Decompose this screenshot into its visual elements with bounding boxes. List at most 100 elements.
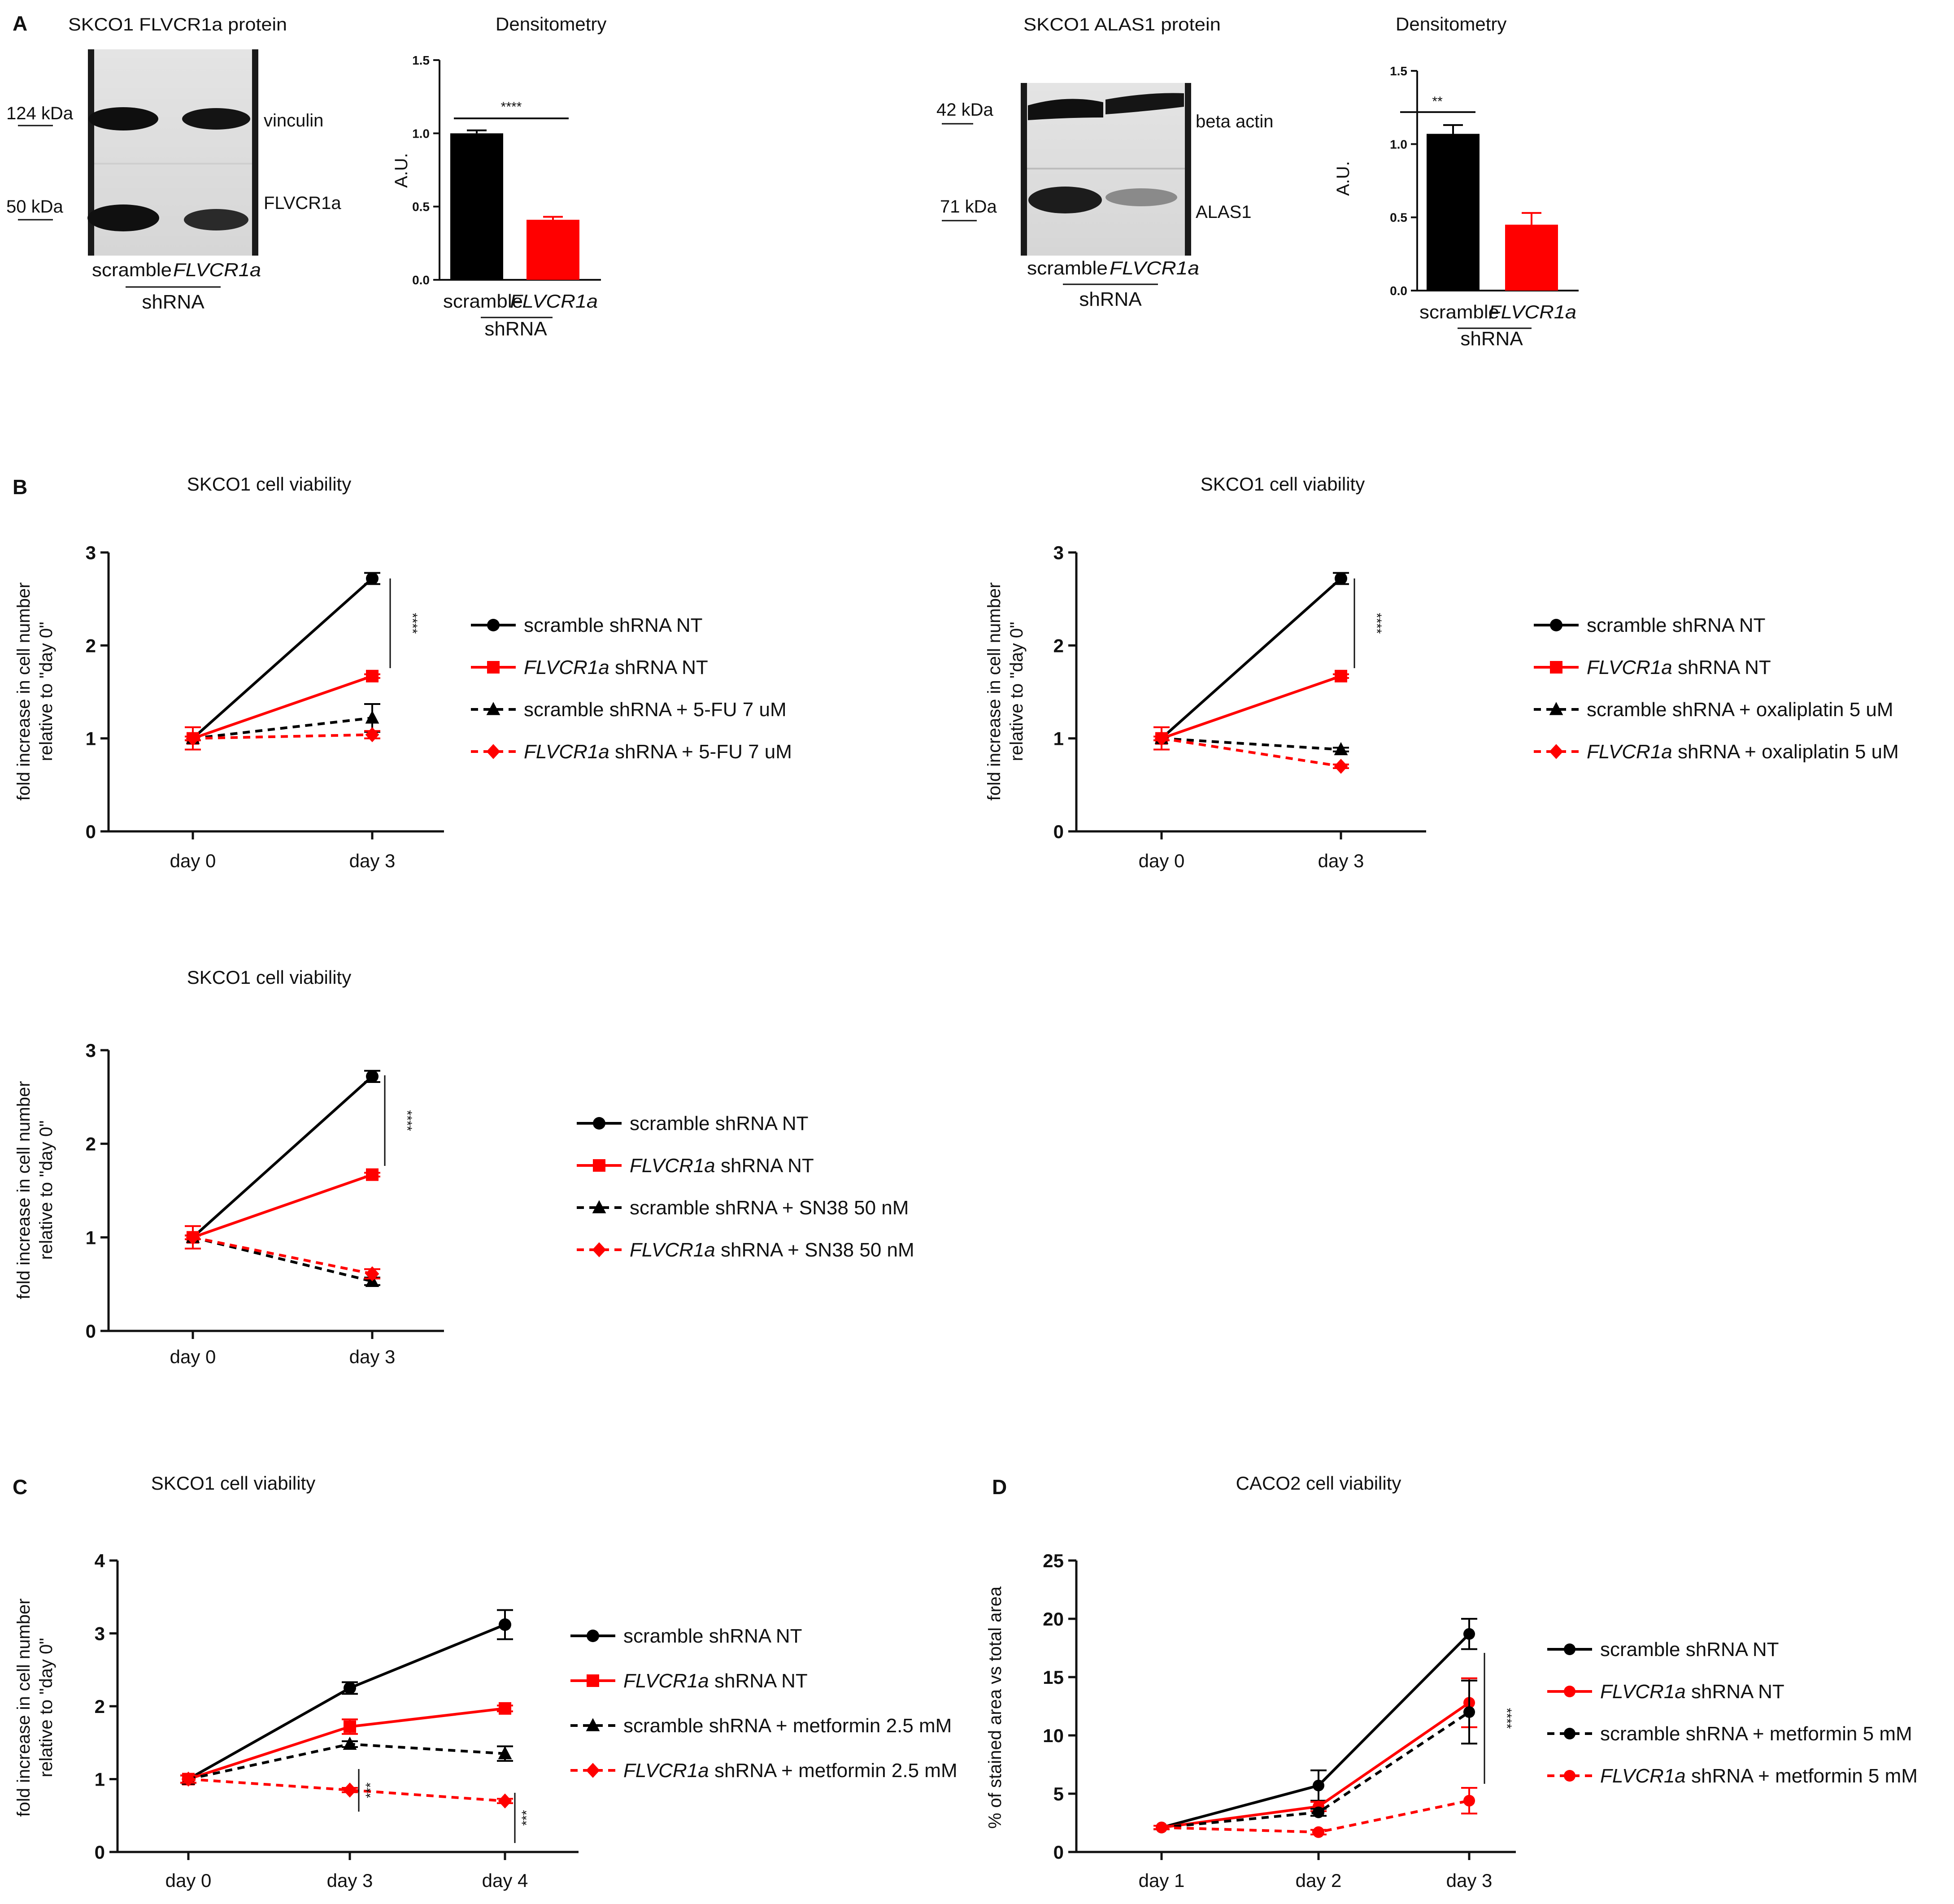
significance-stars: *** <box>363 1782 378 1798</box>
chart-title: SKCO1 cell viability <box>1201 474 1365 495</box>
band-vinculin-flvcr1a <box>182 108 250 130</box>
panel-label-c: C <box>13 1475 27 1499</box>
band-flvcr1a-scramble <box>87 204 159 231</box>
y-tick-label: 0 <box>1053 821 1064 842</box>
legend-entry: scramble shRNA + oxaliplatin 5 uM <box>1534 699 1893 721</box>
y-axis-label: relative to "day 0" <box>36 1121 56 1260</box>
series-3 <box>1153 730 1349 774</box>
chart-title: Densitometry <box>496 13 606 35</box>
legend-label: FLVCR1a shRNA NT <box>1600 1681 1784 1703</box>
data-point-circle <box>1335 572 1347 585</box>
legend-entry: scramble shRNA NT <box>1534 614 1766 636</box>
series-2 <box>185 703 380 744</box>
bar-scramble <box>1427 134 1480 291</box>
lane-label-scramble: scramble <box>92 259 172 280</box>
y-tick-label: 2 <box>86 1134 96 1155</box>
series-2 <box>185 1230 380 1287</box>
data-point-circle <box>499 1618 511 1631</box>
y-tick-label: 20 <box>1043 1608 1064 1630</box>
western-blot-flvcr1a: SKCO1 FLVCR1a protein 124 kDa 50 kDa vin… <box>6 15 341 313</box>
data-point-square <box>487 661 500 674</box>
marker-124kda: 124 kDa <box>6 104 74 123</box>
legend-entry: FLVCR1a shRNA NT <box>471 656 708 678</box>
data-point-circle <box>1564 1686 1575 1697</box>
data-point-circle <box>593 1117 605 1130</box>
data-point-diamond <box>365 1266 379 1282</box>
significance-stars: **** <box>400 1110 414 1131</box>
legend-label: scramble shRNA + metformin 2.5 mM <box>623 1715 952 1737</box>
data-point-square <box>1550 661 1562 674</box>
significance-stars: **** <box>405 613 420 634</box>
x-tick-label: day 3 <box>349 850 396 871</box>
x-tick-label: day 4 <box>482 1870 528 1891</box>
data-point-circle <box>1463 1628 1475 1640</box>
x-tick-label: day 3 <box>1446 1870 1493 1891</box>
legend-label: FLVCR1a shRNA + oxaliplatin 5 uM <box>1587 741 1899 763</box>
x-tick-label: day 0 <box>170 1346 216 1367</box>
data-point-circle <box>1156 1821 1167 1834</box>
y-axis-label: fold increase in cell number <box>14 583 34 801</box>
legend-label: scramble shRNA NT <box>1600 1639 1779 1661</box>
x-tick-label: day 1 <box>1139 1870 1185 1891</box>
band-label-beta-actin: beta actin <box>1196 112 1273 131</box>
data-point-circle <box>1564 1770 1575 1782</box>
y-tick-label: 0.5 <box>1390 211 1407 225</box>
series-3 <box>180 1771 513 1809</box>
data-point-triangle <box>586 1718 600 1731</box>
legend-label: FLVCR1a shRNA + metformin 2.5 mM <box>623 1760 957 1782</box>
data-point-diamond <box>186 730 200 746</box>
data-point-square <box>593 1159 605 1172</box>
marker-50kda: 50 kDa <box>6 197 63 217</box>
charts: DensitometryA.U.0.00.51.01.5scrambleFLVC… <box>14 13 1918 1891</box>
y-tick-label: 25 <box>1043 1550 1064 1571</box>
y-tick-label: 1 <box>86 1227 96 1248</box>
y-tick-label: 1 <box>86 728 96 749</box>
legend-label: FLVCR1a shRNA NT <box>623 1670 808 1692</box>
data-point-diamond <box>1334 759 1348 774</box>
data-point-diamond <box>1549 744 1563 759</box>
series-line <box>1161 577 1342 739</box>
data-point-circle <box>1564 1728 1575 1739</box>
legend-label: scramble shRNA NT <box>1587 614 1766 636</box>
y-tick-label: 3 <box>1053 542 1064 563</box>
legend-entry: scramble shRNA NT <box>570 1625 802 1647</box>
legend-label: scramble shRNA NT <box>630 1113 809 1135</box>
y-axis-label: % of stained area vs total area <box>985 1586 1005 1829</box>
western-blot-alas1: SKCO1 ALAS1 protein 42 kDa 71 kDa beta a… <box>936 15 1273 310</box>
series-3 <box>185 1230 380 1282</box>
y-axis-label: A.U. <box>1333 161 1353 196</box>
legend-entry: FLVCR1a shRNA NT <box>1547 1681 1784 1703</box>
data-point-circle <box>487 619 500 631</box>
data-point-circle <box>1550 619 1562 631</box>
y-tick-label: 3 <box>86 1040 96 1061</box>
series-line <box>1161 1633 1471 1829</box>
legend-entry: scramble shRNA NT <box>1547 1639 1779 1661</box>
series-line <box>1161 737 1341 751</box>
legend-entry: FLVCR1a shRNA NT <box>577 1155 814 1177</box>
data-point-circle <box>1564 1643 1575 1655</box>
data-point-circle <box>1463 1795 1475 1807</box>
series-0 <box>185 572 380 745</box>
series-0 <box>185 1069 380 1244</box>
y-tick-label: 1.0 <box>1390 137 1407 151</box>
x-tick-label: day 0 <box>1139 850 1185 871</box>
y-tick-label: 5 <box>1053 1783 1064 1804</box>
chart-title: CACO2 cell viability <box>1236 1473 1401 1494</box>
data-point-square <box>366 1168 379 1181</box>
legend-entry: FLVCR1a shRNA + oxaliplatin 5 uM <box>1534 741 1899 763</box>
x-tick-label: FLVCR1a <box>1488 301 1576 322</box>
series-1 <box>1153 669 1349 751</box>
legend-entry: scramble shRNA + SN38 50 nM <box>577 1197 909 1219</box>
x-tick-label: day 0 <box>170 850 216 871</box>
y-tick-label: 0 <box>86 821 96 842</box>
y-tick-label: 0 <box>1053 1842 1064 1863</box>
data-point-circle <box>1313 1806 1324 1818</box>
series-line <box>1161 737 1341 768</box>
series-line <box>187 1623 506 1781</box>
x-tick-label: day 3 <box>1318 850 1364 871</box>
data-point-triangle <box>1549 702 1563 715</box>
legend-label: FLVCR1a shRNA NT <box>524 656 708 678</box>
chart-a1: Densitometry A.U. 0.0 0.5 1.0 1.5 scrambleFLVC… <box>392 13 606 340</box>
data-point-square <box>1335 669 1347 682</box>
significance-stars: **** <box>501 100 522 114</box>
